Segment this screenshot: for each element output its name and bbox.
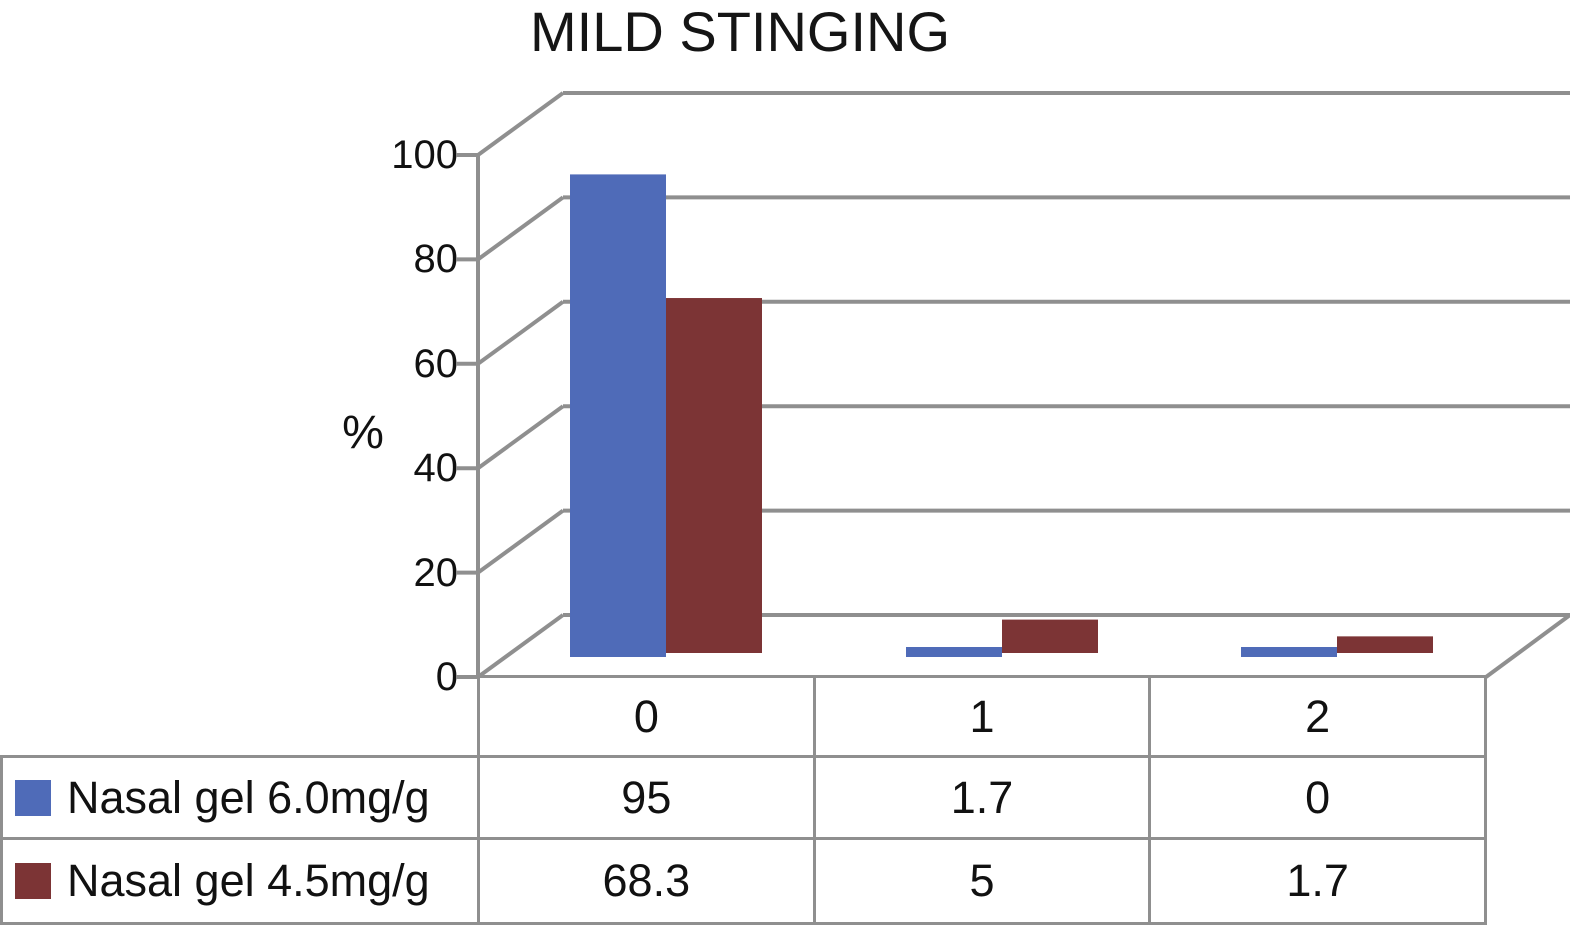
table-value-s2-cat-2: 1.7	[1148, 840, 1484, 922]
legend-swatch-blue	[15, 779, 51, 816]
gridline-depth	[476, 404, 565, 470]
gridline-depth	[476, 613, 565, 679]
gridline-depth	[476, 508, 565, 575]
legend-item-series-1: Nasal gel 6.0mg/g	[3, 758, 477, 837]
bar-series-2-cat-2	[1337, 636, 1433, 653]
bar-series-2-cat-1	[1002, 619, 1098, 653]
y-axis-tick-label: 0	[435, 655, 458, 699]
gridline-depth	[476, 300, 565, 366]
table-value-s2-cat-0: 68.3	[477, 840, 813, 922]
series-1-values: 95 1.7 0	[477, 758, 1484, 837]
legend-label-series-2: Nasal gel 4.5mg/g	[67, 855, 430, 906]
table-value-s2-cat-1: 5	[812, 840, 1149, 922]
series-row-2: Nasal gel 4.5mg/g 68.3 5 1.7	[0, 837, 1487, 925]
chart-title: MILD STINGING	[529, 0, 951, 63]
table-value-s1-cat-0: 95	[477, 758, 813, 837]
gridline-depth	[476, 91, 565, 157]
bar-series-1-cat-2	[1241, 647, 1337, 657]
series-2-values: 68.3 5 1.7	[477, 840, 1484, 922]
legend-swatch-red	[15, 863, 51, 899]
x-axis-category-1: 1	[812, 678, 1149, 755]
gridline-depth	[476, 195, 565, 262]
table-value-s1-cat-1: 1.7	[812, 758, 1149, 837]
floor-right-edge	[1484, 613, 1570, 679]
x-axis-category-0: 0	[633, 690, 659, 742]
y-axis-tick-label: 20	[413, 550, 459, 595]
y-axis-label: %	[342, 405, 384, 458]
y-axis-tick-label: 100	[391, 133, 458, 177]
y-axis-tick-label: 80	[413, 237, 459, 282]
legend-label-series-1: Nasal gel 6.0mg/g	[67, 771, 430, 823]
x-axis-category-2: 2	[1148, 678, 1484, 755]
series-row-1: Nasal gel 6.0mg/g 95 1.7 0	[0, 755, 1487, 840]
y-axis-tick-label: 60	[413, 341, 459, 386]
bar-series-1-cat-0	[570, 174, 666, 657]
y-axis-tick-label: 40	[413, 446, 459, 491]
legend-item-series-2: Nasal gel 4.5mg/g	[3, 840, 477, 922]
bar-series-2-cat-0	[666, 298, 762, 653]
bar-series-1-cat-1	[906, 647, 1002, 657]
table-value-s1-cat-2: 0	[1148, 758, 1484, 837]
